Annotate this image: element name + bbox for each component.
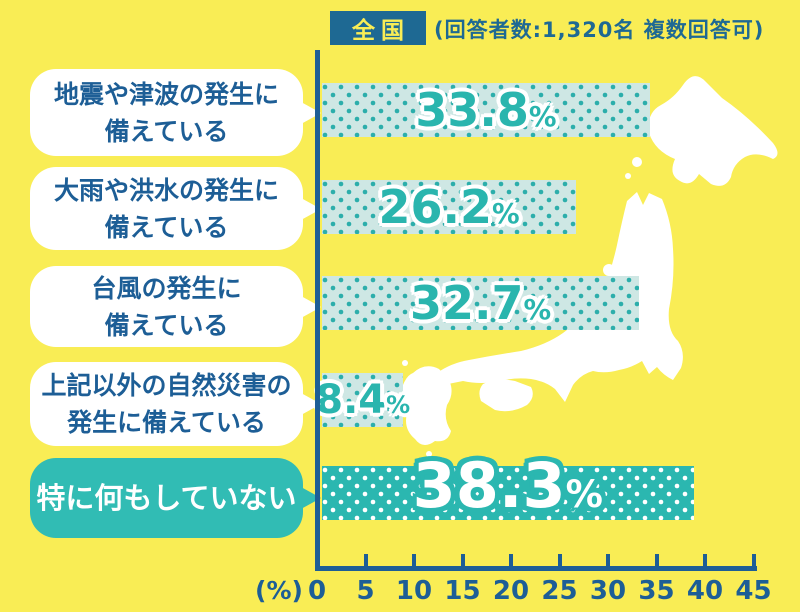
percent-sign: % (565, 472, 603, 516)
category-label-line: 備えている (104, 212, 229, 242)
percent-sign: % (528, 100, 557, 133)
x-tick-label: 15 (444, 576, 481, 606)
category-label-line: 大雨や洪水の発生に (53, 175, 279, 205)
x-tick-mark (364, 554, 368, 567)
bar-other-disasters: 8.4% (315, 373, 410, 427)
x-tick-label: 0 (307, 576, 327, 606)
x-tick-mark (654, 554, 659, 567)
bar-nothing-special: 38.3% (322, 455, 694, 520)
category-bubble-other-disasters: 上記以外の自然災害の 発生に備えている (30, 362, 321, 446)
x-tick-label: 45 (735, 576, 772, 606)
x-tick-mark (557, 554, 562, 567)
x-tick-mark (509, 554, 513, 567)
x-tick-label: 10 (395, 576, 433, 606)
x-tick-mark (703, 554, 707, 567)
category-label-line: 発生に備えている (67, 408, 266, 437)
bar-earthquake-tsunami: 33.8% (322, 83, 650, 137)
category-label-line: 地震や津波の発生に (53, 79, 279, 109)
category-bubble-typhoon: 台風の発生に 備えている (30, 266, 321, 347)
percent-sign: % (491, 197, 520, 230)
bar-value-label: 33.8% (415, 83, 557, 137)
x-tick-label: 40 (686, 576, 724, 606)
respondents-note: (回答者数:1,320名 複数回答可) (434, 18, 765, 42)
bar-value-label: 26.2% (378, 180, 520, 234)
x-tick-mark (460, 554, 465, 567)
x-tick-mark (752, 554, 756, 567)
x-tick-mark (606, 554, 610, 567)
category-bubble-rain-flood: 大雨や洪水の発生に 備えている (30, 167, 321, 250)
category-label-line: 台風の発生に (91, 273, 242, 303)
x-tick-mark (412, 554, 416, 567)
bar-rain-flood: 26.2% (322, 180, 577, 234)
bar-value-label: 38.3% (412, 449, 603, 522)
region-badge: 全国 (330, 11, 426, 45)
x-tick-label: 25 (541, 576, 578, 606)
percent-sign: % (386, 391, 411, 419)
x-axis-unit-label: (%) (255, 576, 303, 605)
category-label-line: 備えている (104, 310, 229, 340)
category-label-line: 備えている (104, 116, 229, 146)
x-tick-label: 35 (638, 576, 675, 606)
x-tick-label: 5 (356, 576, 375, 606)
percent-sign: % (523, 293, 552, 326)
bar-value-label: 32.7% (410, 276, 552, 330)
x-tick-label: 30 (589, 576, 627, 606)
japan-map-icon (390, 76, 778, 465)
bar-value-label: 8.4% (315, 377, 411, 423)
region-badge-label: 全国 (352, 18, 410, 44)
x-tick-label: 20 (492, 576, 530, 606)
x-axis-line (315, 566, 757, 571)
category-label-line: 特に何もしていない (36, 480, 297, 515)
category-bubble-earthquake-tsunami: 地震や津波の発生に 備えている (30, 69, 321, 156)
bar-typhoon: 32.7% (322, 276, 640, 330)
category-label-line: 上記以外の自然災害の (41, 371, 292, 400)
category-bubble-nothing-special: 特に何もしていない (30, 458, 321, 538)
y-axis-line (315, 50, 320, 571)
